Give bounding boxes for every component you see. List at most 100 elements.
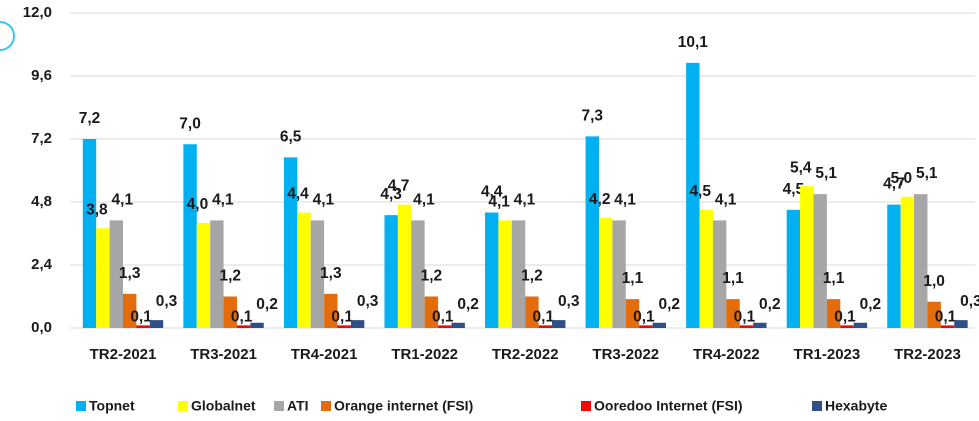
bar (753, 322, 767, 328)
value-label: 4,0 (187, 196, 209, 213)
value-label: 0,3 (357, 293, 379, 310)
bar (940, 325, 955, 328)
bar (927, 301, 941, 328)
legend-label: Ooredoo Internet (FSI) (594, 398, 743, 414)
value-label: 1,2 (219, 268, 241, 285)
value-label: 5,1 (916, 165, 938, 182)
legend-label: Globalnet (191, 398, 256, 414)
bar (525, 296, 539, 328)
bar (283, 157, 298, 328)
value-label: 0,2 (860, 296, 882, 313)
value-label: 0,1 (331, 308, 353, 325)
x-tick-label: TR4-2022 (693, 346, 760, 363)
decoration (0, 21, 15, 51)
value-label: 0,1 (935, 308, 957, 325)
value-label: 5,0 (891, 170, 913, 187)
bar (411, 220, 425, 328)
value-label: 4,1 (514, 191, 536, 208)
value-label: 0,2 (759, 296, 781, 313)
bar (900, 196, 915, 328)
value-label: 1,3 (320, 265, 342, 282)
bar (451, 322, 465, 328)
value-label: 4,1 (488, 193, 510, 210)
value-label: 7,0 (179, 115, 201, 132)
bar (109, 220, 123, 328)
x-tick-label: TR1-2023 (794, 346, 861, 363)
legend-swatch (178, 401, 188, 411)
bar (196, 223, 211, 328)
value-label: 1,1 (823, 270, 845, 287)
legend-swatch (76, 401, 86, 411)
value-label: 0,1 (533, 308, 555, 325)
bar (726, 299, 740, 328)
value-label: 4,4 (287, 186, 309, 203)
bar (123, 293, 137, 328)
bar (350, 320, 365, 328)
y-tick-label: 0,0 (31, 319, 52, 336)
bar (424, 296, 439, 328)
value-label: 4,3 (380, 186, 402, 203)
value-label: 1,2 (521, 268, 543, 285)
bar (652, 322, 666, 328)
value-label: 5,1 (815, 165, 837, 182)
value-label: 3,8 (86, 201, 108, 218)
value-label: 0,1 (432, 308, 454, 325)
value-label: 4,1 (212, 191, 234, 208)
value-label: 4,1 (715, 191, 737, 208)
value-label: 4,1 (614, 191, 636, 208)
value-label: 4,1 (413, 191, 435, 208)
y-tick-label: 9,6 (31, 67, 52, 84)
bar (183, 144, 197, 328)
x-tick-label: TR3-2022 (592, 346, 659, 363)
value-label: 7,3 (581, 107, 603, 124)
value-label: 4,5 (689, 183, 711, 200)
value-label: 4,1 (313, 191, 335, 208)
legend-label: Hexabyte (825, 398, 887, 414)
value-label: 0,1 (834, 308, 856, 325)
bar (840, 325, 854, 328)
value-label: 0,3 (156, 293, 178, 310)
value-label: 0,1 (734, 308, 756, 325)
x-tick-label: TR2-2022 (492, 346, 559, 363)
bar (552, 320, 566, 328)
bar (498, 220, 512, 328)
bar (337, 325, 351, 328)
value-label: 4,7 (883, 176, 905, 193)
y-tick-label: 4,8 (31, 193, 52, 210)
value-label: 0,1 (231, 308, 253, 325)
bar (686, 62, 700, 328)
bar (136, 325, 150, 328)
value-label: 4,1 (112, 191, 134, 208)
legend-swatch (581, 401, 591, 411)
y-tick-label: 2,4 (31, 256, 53, 273)
bar (612, 220, 626, 328)
value-label: 4,5 (783, 181, 805, 198)
value-label: 0,1 (633, 308, 655, 325)
bar (149, 320, 164, 328)
bar (223, 296, 237, 328)
bar (210, 220, 224, 328)
value-label: 4,7 (388, 178, 410, 195)
bar (438, 325, 452, 328)
bar (598, 217, 613, 328)
value-label: 5,4 (790, 159, 812, 176)
value-label: 4,2 (589, 191, 611, 208)
legend-swatch (274, 401, 284, 411)
legend-label: Orange internet (FSI) (334, 398, 473, 414)
bar (96, 228, 110, 328)
bar (250, 322, 264, 328)
value-label: 10,1 (678, 34, 709, 51)
y-tick-label: 12,0 (23, 4, 52, 21)
bar (914, 194, 928, 328)
value-label: 0,3 (960, 293, 979, 310)
legend-swatch (321, 401, 331, 411)
bar (625, 299, 640, 328)
value-label: 7,2 (79, 110, 101, 127)
legend-label: ATI (287, 398, 309, 414)
x-tick-label: TR2-2021 (90, 346, 157, 363)
bar (786, 209, 801, 328)
value-label: 0,2 (256, 296, 278, 313)
bar (397, 204, 412, 328)
x-tick-label: TR2-2023 (894, 346, 961, 363)
